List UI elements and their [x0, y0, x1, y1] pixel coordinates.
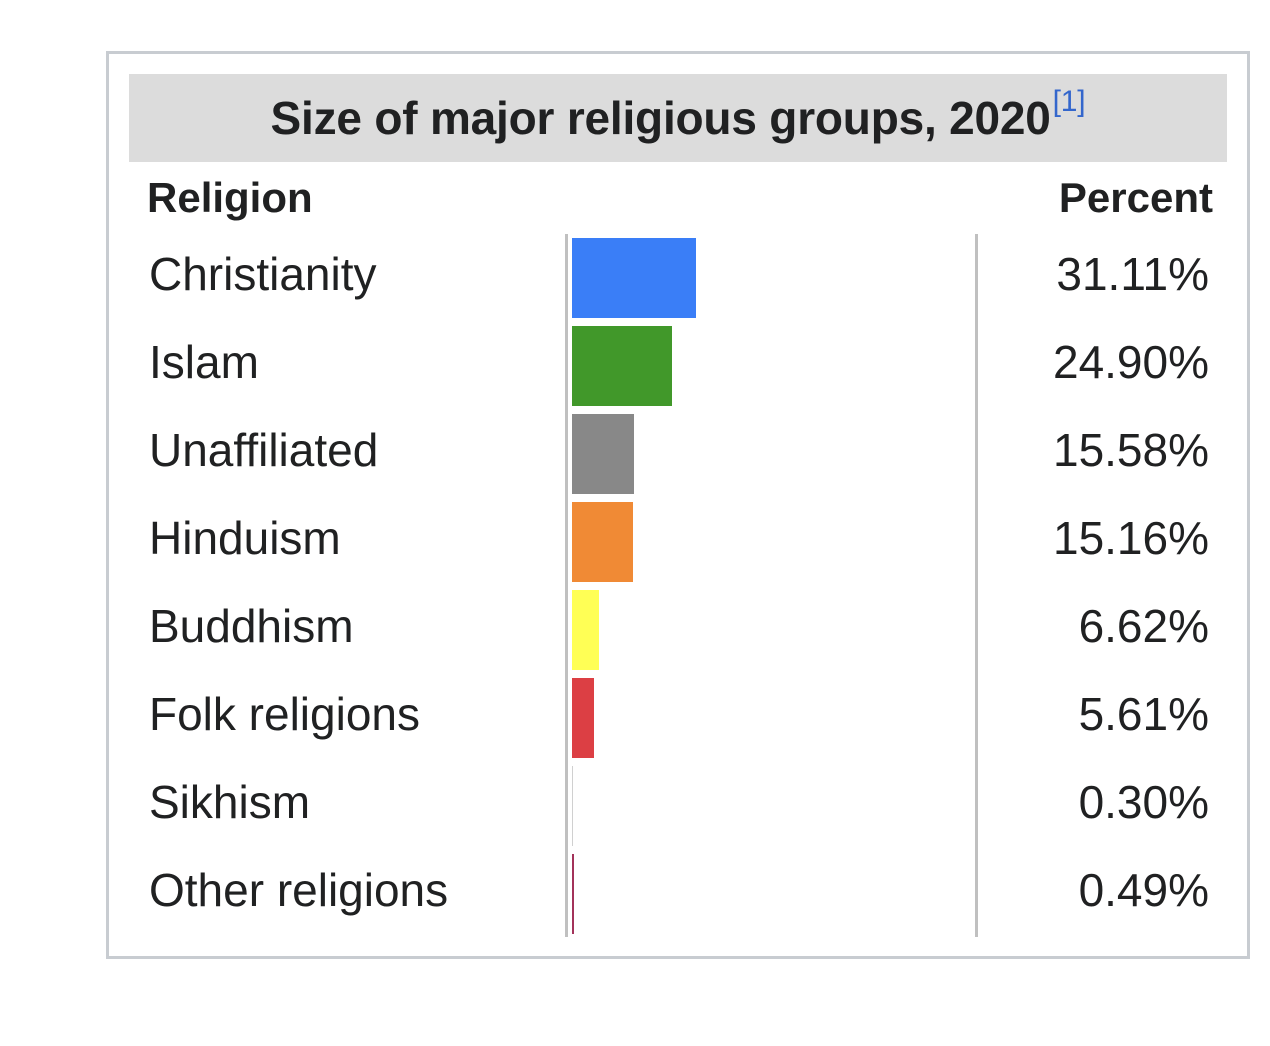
chart-frame: Size of major religious groups, 2020 [1] …: [106, 51, 1250, 959]
bar-row: Buddhism 6.62%: [109, 586, 1247, 674]
category-label: Other religions: [149, 864, 449, 916]
bar-other-religions: [572, 854, 574, 934]
bar-islam: [572, 326, 672, 406]
chart-title: Size of major religious groups, 2020: [270, 92, 1051, 144]
column-header-percent: Percent: [1058, 174, 1213, 221]
value-label: 15.16%: [1052, 512, 1209, 564]
category-label: Sikhism: [149, 776, 311, 828]
chart-title-bar: Size of major religious groups, 2020 [1]: [129, 74, 1227, 162]
bar-unaffiliated: [572, 414, 635, 494]
bar-axis-left: [565, 234, 568, 937]
bar-row: Other religions 0.49%: [109, 850, 1247, 938]
bar-sikhism: [572, 766, 575, 846]
bar-row: Christianity 31.11%: [109, 234, 1247, 322]
bar-row: Folk religions 5.61%: [109, 674, 1247, 762]
bar-christianity: [572, 238, 697, 318]
bar-row: Unaffiliated 15.58%: [109, 410, 1247, 498]
bar-buddhism: [572, 590, 599, 670]
column-header-religion: Religion: [147, 174, 313, 221]
category-label: Unaffiliated: [149, 424, 379, 476]
bar-hinduism: [572, 502, 633, 582]
value-label: 5.61%: [1078, 688, 1209, 740]
value-label: 0.30%: [1078, 776, 1209, 828]
bar-row: Sikhism 0.30%: [109, 762, 1247, 850]
category-label: Islam: [149, 336, 259, 388]
category-label: Folk religions: [149, 688, 420, 740]
category-label: Hinduism: [149, 512, 341, 564]
bar-row: Islam 24.90%: [109, 322, 1247, 410]
value-label: 31.11%: [1056, 248, 1209, 300]
category-label: Buddhism: [149, 600, 354, 652]
bar-folk-religions: [572, 678, 595, 758]
value-label: 24.90%: [1052, 336, 1209, 388]
value-label: 15.58%: [1052, 424, 1209, 476]
bar-row: Hinduism 15.16%: [109, 498, 1247, 586]
title-reference-link[interactable]: [1]: [1052, 85, 1086, 118]
category-label: Christianity: [149, 248, 377, 300]
value-label: 6.62%: [1078, 600, 1209, 652]
bar-axis-right: [975, 234, 978, 937]
value-label: 0.49%: [1078, 864, 1209, 916]
